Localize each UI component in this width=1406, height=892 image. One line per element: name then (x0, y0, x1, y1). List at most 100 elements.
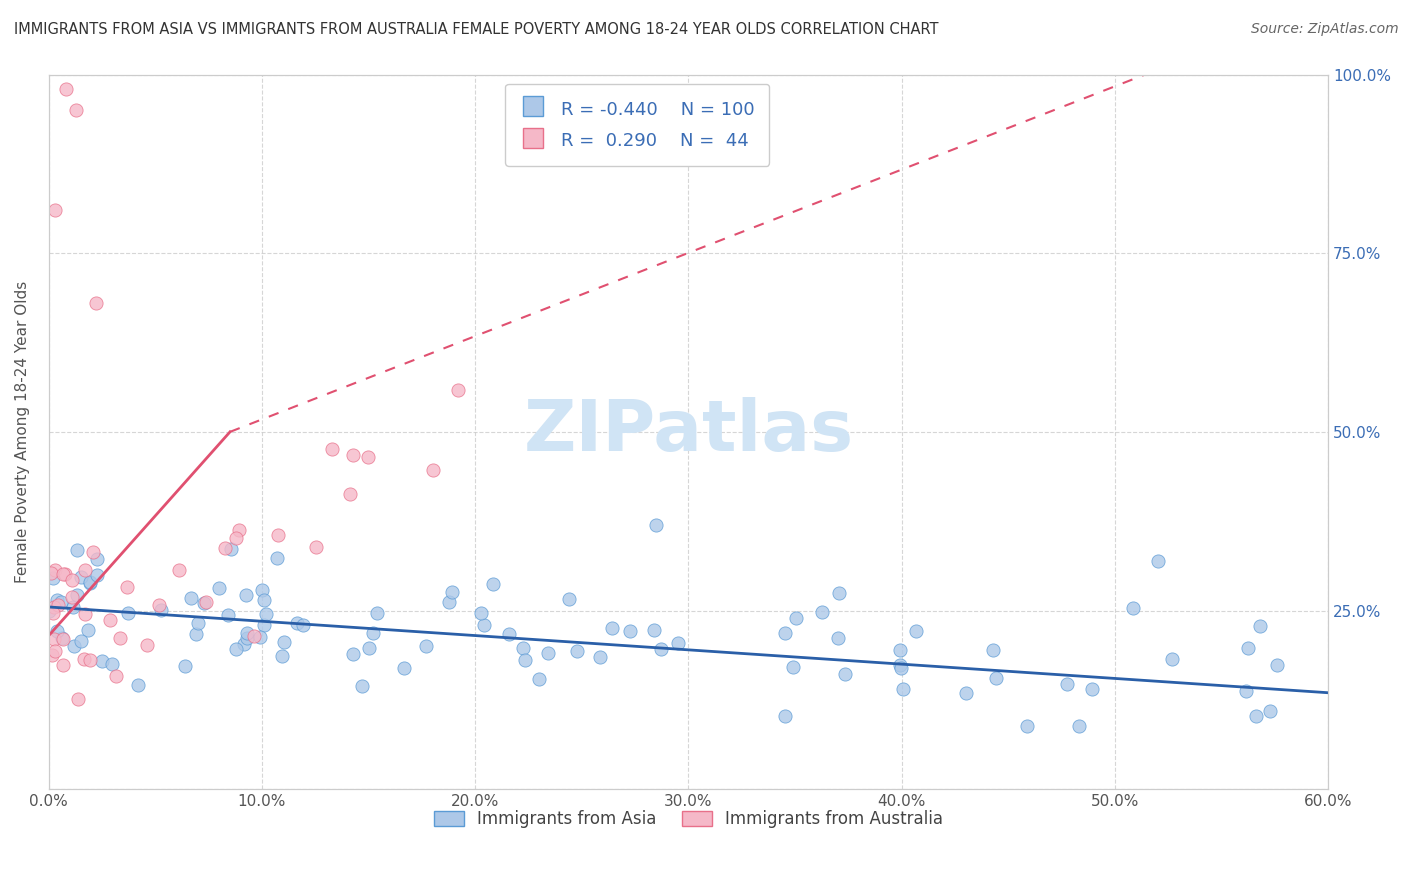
Point (69, 569, 91, 583)
Point (51, 595, 73, 609)
Point (235, 626, 257, 640)
Point (127, 678, 149, 692)
Point (366, 606, 388, 620)
Point (225, 532, 247, 546)
Point (773, 626, 796, 640)
Point (273, 634, 295, 648)
Point (342, 448, 364, 462)
Point (225, 642, 247, 657)
Point (46, 599, 69, 613)
Point (105, 669, 128, 683)
Point (984, 672, 1007, 686)
Point (44, 203, 66, 218)
Point (392, 661, 415, 675)
Point (136, 638, 159, 652)
Point (86, 568, 108, 582)
Point (643, 623, 665, 637)
Point (44, 632, 66, 646)
Point (537, 646, 560, 660)
Point (782, 659, 804, 673)
Point (117, 607, 139, 621)
Point (1080, 681, 1102, 696)
Point (193, 596, 215, 610)
Point (1244, 709, 1267, 723)
Point (1067, 719, 1090, 733)
Point (834, 666, 856, 681)
Point (55, 82, 77, 96)
Point (339, 487, 361, 501)
Point (305, 541, 328, 555)
Point (955, 686, 977, 700)
Point (266, 550, 288, 565)
Point (250, 582, 273, 597)
Point (86, 552, 108, 566)
Point (148, 598, 170, 612)
Point (1258, 704, 1281, 718)
Legend: Immigrants from Asia, Immigrants from Australia: Immigrants from Asia, Immigrants from Au… (427, 803, 949, 835)
Point (292, 618, 315, 632)
Point (253, 593, 276, 607)
Point (253, 618, 276, 632)
Point (77, 623, 100, 637)
Point (1161, 652, 1184, 666)
Point (52, 567, 75, 582)
Point (38, 604, 60, 618)
Point (1015, 719, 1038, 733)
Point (666, 636, 689, 650)
Point (228, 523, 250, 537)
Point (357, 640, 380, 655)
Point (41, 648, 63, 662)
Point (811, 606, 834, 620)
Point (79, 653, 101, 667)
Point (41, 566, 63, 580)
Point (46, 593, 69, 607)
Point (827, 631, 849, 645)
Point (66, 692, 89, 706)
Point (889, 657, 911, 672)
Point (108, 631, 131, 645)
Point (52, 632, 75, 647)
Point (73, 652, 96, 666)
Point (98, 613, 121, 627)
Point (481, 577, 503, 591)
Point (589, 650, 612, 665)
Point (101, 657, 124, 672)
Point (321, 442, 343, 456)
Point (187, 616, 209, 631)
Point (62, 590, 84, 604)
Point (235, 588, 257, 602)
Point (891, 681, 914, 696)
Point (44, 563, 66, 577)
Point (645, 517, 668, 532)
Point (51, 631, 73, 645)
Point (415, 640, 437, 654)
Point (565, 644, 588, 658)
Point (1122, 601, 1144, 615)
Point (52, 657, 75, 672)
Point (79, 576, 101, 591)
Point (42, 571, 65, 585)
Point (352, 679, 374, 693)
Point (650, 641, 672, 656)
Point (69, 634, 91, 648)
Point (889, 643, 911, 657)
Point (167, 563, 190, 577)
Point (513, 653, 536, 667)
Point (73, 607, 96, 621)
Point (773, 708, 796, 723)
Point (440, 585, 463, 599)
Point (356, 450, 378, 464)
Point (65, 588, 87, 602)
Point (84, 296, 107, 310)
Point (242, 629, 264, 643)
Point (890, 661, 912, 675)
Point (472, 617, 495, 632)
Point (217, 608, 239, 623)
Text: IMMIGRANTS FROM ASIA VS IMMIGRANTS FROM AUSTRALIA FEMALE POVERTY AMONG 18-24 YEA: IMMIGRANTS FROM ASIA VS IMMIGRANTS FROM … (14, 22, 939, 37)
Point (446, 383, 468, 397)
Point (186, 627, 208, 641)
Point (221, 542, 243, 557)
Text: ZIPatlas: ZIPatlas (523, 397, 853, 467)
Point (207, 582, 229, 596)
Point (1146, 553, 1168, 567)
